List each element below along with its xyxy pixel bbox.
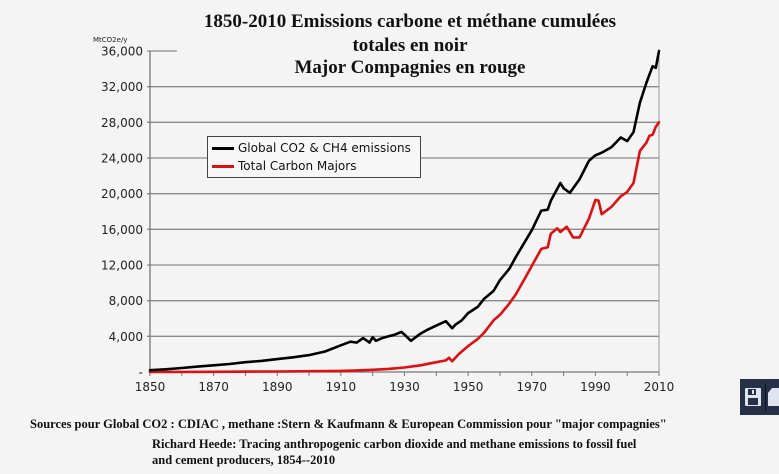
save-button[interactable] — [740, 381, 765, 413]
floppy-disk-icon — [744, 388, 761, 406]
legend-item-global: Global CO2 & CH4 emissions — [208, 139, 420, 157]
series-lines — [148, 49, 661, 374]
x-tick-label: 1990 — [580, 380, 611, 394]
x-tick-label: 2010 — [644, 380, 675, 394]
y-tick-label: 36,000 — [101, 45, 143, 59]
y-tick-label: 28,000 — [101, 116, 143, 130]
chart-legend: Global CO2 & CH4 emissions Total Carbon … — [207, 136, 421, 178]
series-line-carbon-majors — [148, 121, 661, 374]
x-tick-label: 1930 — [389, 380, 420, 394]
document-button[interactable] — [766, 381, 779, 413]
sources-line-2: Richard Heede: Tracing anthropogenic car… — [152, 437, 637, 451]
legend-label-global: Global CO2 & CH4 emissions — [238, 141, 411, 155]
sources-line-1: Sources pour Global CO2 : CDIAC , methan… — [30, 417, 667, 431]
toolbar-separator — [765, 383, 766, 411]
x-tick-labels: 1850 1870 1890 1910 1930 1950 1970 1990 2010 — [135, 380, 675, 394]
x-tick-label: 1890 — [262, 380, 293, 394]
y-tick-labels: - 4,000 8,000 12,000 16,000 20,000 24,000 28,00… — [101, 45, 143, 380]
grid-lines — [147, 50, 659, 337]
y-tick-label: 16,000 — [101, 223, 143, 237]
legend-swatch-black — [212, 146, 234, 150]
x-tick-label: 1950 — [453, 380, 484, 394]
y-tick-label: 20,000 — [101, 187, 143, 201]
y-tick-label: 32,000 — [101, 80, 143, 94]
chart-title-line-2: totales en noir — [352, 35, 468, 56]
y-tick-label: 12,000 — [101, 259, 143, 273]
x-tick-label: 1970 — [516, 380, 547, 394]
legend-item-majors: Total Carbon Majors — [208, 157, 420, 175]
legend-swatch-red — [212, 164, 234, 168]
y-axis-label: MtCO2e/y — [93, 36, 127, 44]
chart-title-line-3: Major Compagnies en rouge — [294, 57, 526, 78]
image-toolbar — [740, 379, 779, 415]
x-tick-label: 1850 — [135, 380, 166, 394]
x-tick-label: 1910 — [326, 380, 357, 394]
sources-line-3: and cement producers, 1854--2010 — [152, 453, 336, 467]
legend-label-majors: Total Carbon Majors — [238, 159, 357, 173]
y-tick-label: 8,000 — [109, 294, 143, 308]
x-tick-label: 1870 — [198, 380, 229, 394]
y-tick-label: 24,000 — [101, 152, 143, 166]
chart-title-line-1: 1850-2010 Emissions carbone et méthane c… — [203, 11, 617, 32]
series-line-global-emissions — [148, 49, 661, 372]
document-icon — [767, 388, 779, 406]
y-tick-label: - — [139, 366, 143, 380]
y-tick-label: 4,000 — [109, 330, 143, 344]
axes — [149, 51, 660, 376]
